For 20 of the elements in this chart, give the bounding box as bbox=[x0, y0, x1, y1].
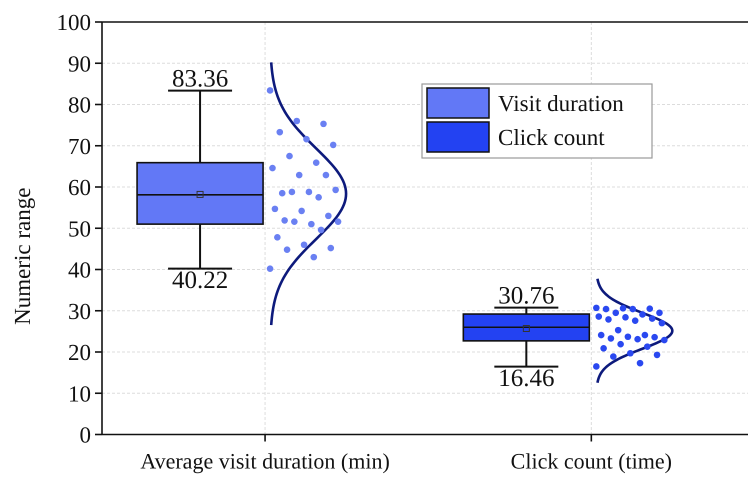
annotation: 40.22 bbox=[172, 267, 228, 294]
y-tick-label: 10 bbox=[68, 381, 91, 406]
y-tick-label: 100 bbox=[56, 10, 91, 36]
x-tick-label: Average visit duration (min) bbox=[140, 448, 390, 474]
y-tick-label: 0 bbox=[80, 422, 91, 448]
y-tick-label: 40 bbox=[68, 258, 91, 283]
y-tick-label: 70 bbox=[68, 134, 91, 159]
y-tick-label: 50 bbox=[68, 216, 91, 242]
y-tick-label: 20 bbox=[68, 340, 91, 366]
y-tick-label: 60 bbox=[68, 175, 91, 200]
legend-label: Visit duration bbox=[498, 91, 624, 116]
y-axis-title: Numeric range bbox=[10, 188, 35, 325]
y-tick-label: 90 bbox=[68, 51, 91, 76]
legend-label: Click count bbox=[498, 125, 606, 150]
annotation: 16.46 bbox=[498, 365, 554, 392]
annotation: 83.36 bbox=[172, 66, 228, 93]
annotation: 30.76 bbox=[498, 282, 554, 310]
y-tick-label: 30 bbox=[68, 298, 91, 324]
y-tick-label: 80 bbox=[68, 92, 91, 118]
x-tick-label: Click count (time) bbox=[510, 448, 672, 474]
